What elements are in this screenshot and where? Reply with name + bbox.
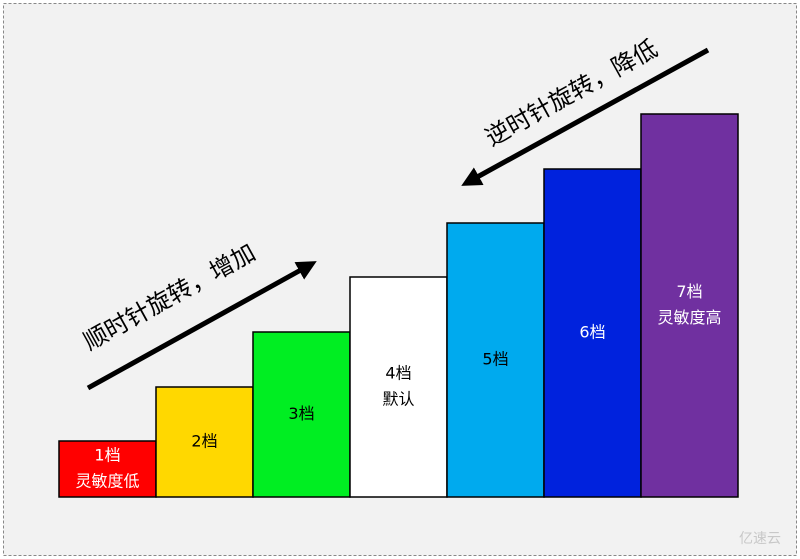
step-bar — [155, 386, 254, 498]
step-bar — [349, 276, 448, 498]
step-bar — [58, 440, 157, 498]
step-label: 5档 — [482, 350, 508, 369]
step-label: 6档 — [579, 323, 605, 342]
step-label: 4档 — [385, 364, 411, 383]
step-label: 默认 — [382, 390, 414, 409]
step-bar — [252, 331, 351, 498]
step-label: 灵敏度低 — [75, 472, 139, 491]
decrease-arrow — [461, 47, 710, 186]
step-label: 灵敏度高 — [657, 308, 721, 327]
watermark: 亿速云 — [739, 531, 781, 547]
step-bar — [446, 222, 545, 498]
step-label: 7档 — [676, 282, 702, 301]
step-label: 2档 — [191, 432, 217, 451]
step-bar — [640, 113, 739, 498]
step-label: 1档 — [94, 446, 120, 465]
step-label: 3档 — [288, 404, 314, 423]
increase-arrow — [86, 261, 317, 391]
